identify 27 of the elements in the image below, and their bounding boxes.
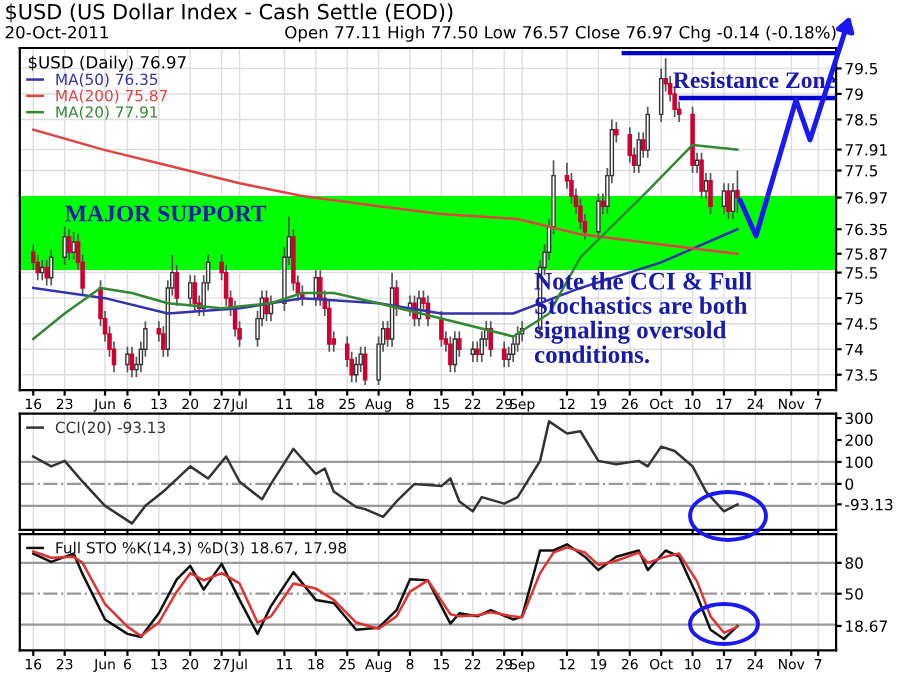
candlestick (125, 345, 130, 374)
candlestick (645, 105, 650, 159)
candlestick (192, 274, 197, 312)
legend-title: $USD (Daily) 76.97 (28, 55, 186, 72)
candlestick (699, 151, 704, 200)
candlestick (187, 274, 193, 307)
candlestick (452, 330, 458, 374)
candlestick (596, 192, 601, 241)
candlestick (506, 345, 511, 368)
candlestick (721, 182, 727, 215)
candlestick (35, 253, 41, 282)
text: Open 77.11 High 77.50 Low 76.57 Close 76.97 Chg -0.14 (-0.18%) (285, 25, 836, 42)
line-series (32, 128, 739, 255)
chart-subtitle: 20-Oct-2011 (5, 25, 108, 39)
candlestick (735, 169, 740, 214)
candlestick (62, 225, 67, 266)
candlestick (264, 289, 269, 322)
candlestick (448, 335, 453, 374)
candlestick (439, 310, 444, 348)
candlestick (636, 131, 642, 174)
candlestick (488, 320, 494, 358)
candlestick (66, 228, 72, 261)
candlestick (362, 345, 368, 386)
candlestick (708, 172, 713, 215)
chart-title: $USD (US Dollar Index - Cash Settle (EOD)) (6, 3, 453, 23)
annotation: MAJOR SUPPORT (65, 205, 267, 222)
candlestick (726, 182, 731, 220)
